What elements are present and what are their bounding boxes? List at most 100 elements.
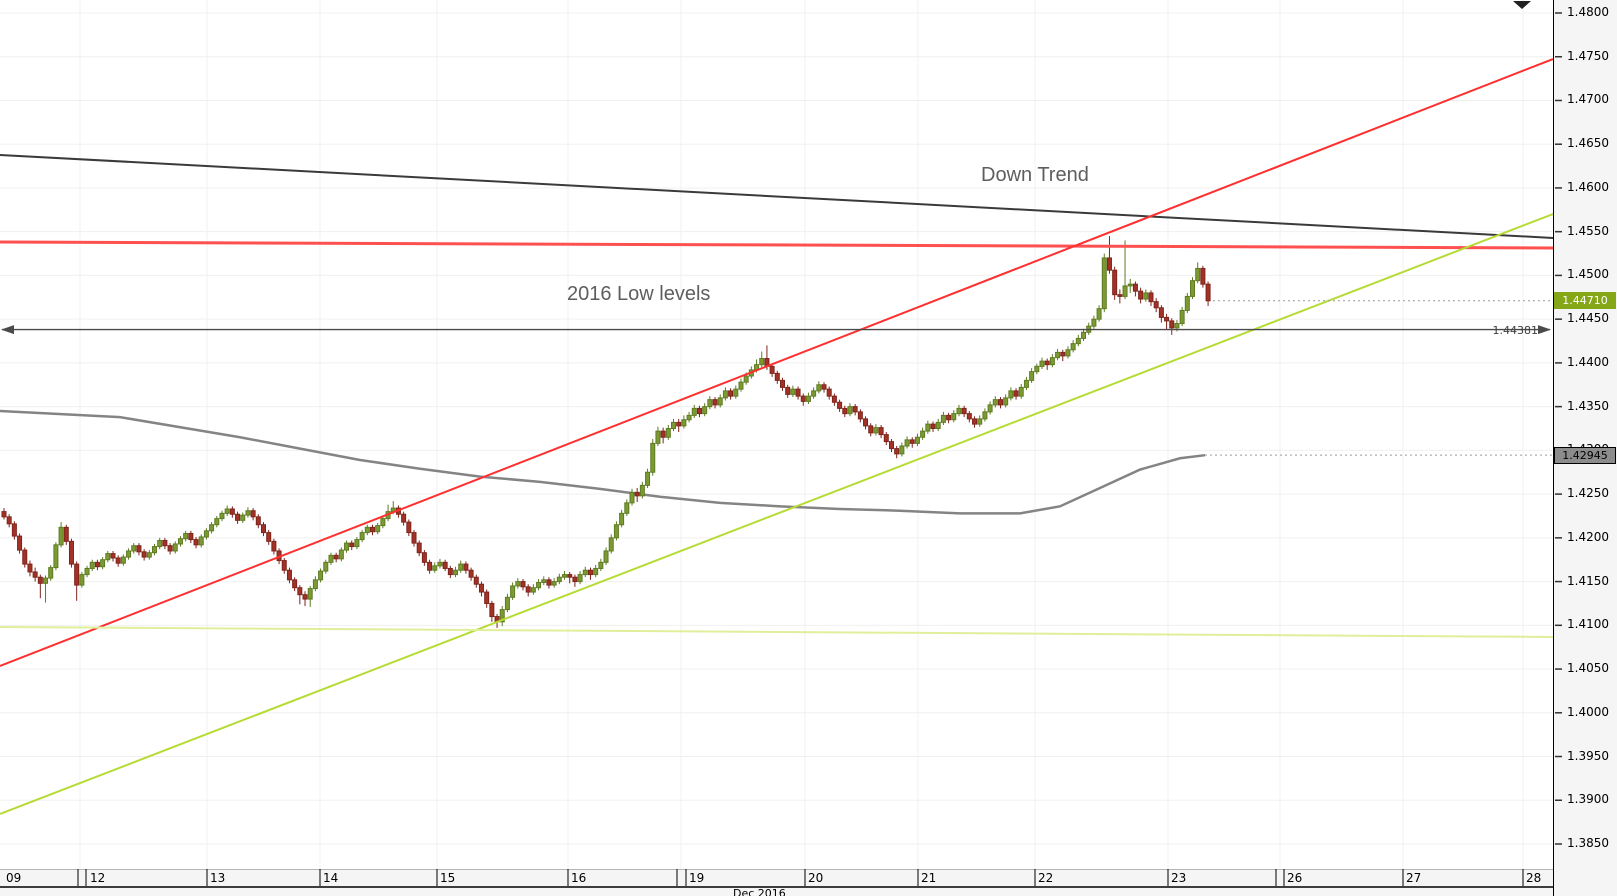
candle-body [676,421,682,427]
candle-body [624,502,630,514]
resistance-red-line[interactable] [0,240,1554,250]
candle-body [790,388,796,395]
candle-body [613,524,619,539]
date-tick-label[interactable]: 09 [6,871,22,885]
date-tick-label[interactable]: 21 [921,871,937,885]
candle-body [852,406,858,413]
candle-body [551,581,557,586]
date-tick-label[interactable]: 22 [1038,871,1054,885]
date-tick-label[interactable]: 16 [571,871,587,885]
candle-body [344,542,350,551]
price-tick-label: 1.4450 [1567,311,1609,326]
candle-body [478,583,484,593]
candle-body [126,550,132,558]
date-tick-label[interactable]: 20 [808,871,824,885]
candle-body [120,556,126,564]
candle-body [520,581,526,588]
date-tick-label[interactable]: 26 [1287,871,1303,885]
arrow-left-icon [1,325,14,335]
date-tick-label[interactable]: 15 [440,871,456,885]
candle-body [468,569,474,578]
date-tick-label[interactable]: 28 [1526,871,1542,885]
low-support-green-line[interactable] [0,625,1554,638]
bid-price-box: 1.44710 [1554,292,1616,310]
candle-body [432,565,438,571]
rising-green-trendline[interactable] [0,213,1554,815]
candle-body [1,511,7,518]
candle-body [1008,390,1014,399]
candle-body [873,427,879,434]
candle-body [800,395,806,402]
candle-body [110,553,116,559]
candle-body [1122,285,1128,297]
candle-body [43,577,49,584]
candle-body [1081,331,1087,339]
candle-body [961,407,967,415]
candle-body [982,411,988,420]
candle-body [894,448,900,455]
candle-body [515,581,521,587]
candle-body [354,539,360,548]
down-trend-line[interactable] [0,153,1554,239]
candle-body [292,579,298,589]
candle-body [406,521,412,534]
candle-body [914,436,920,444]
candle-body [1148,292,1154,303]
candle-body [1101,257,1107,310]
candle-body [572,576,578,583]
candle-body [48,567,54,579]
date-tick-label[interactable]: 12 [90,871,106,885]
candle-body [1205,283,1211,302]
price-tick-label: 1.4750 [1567,48,1609,63]
price-tick-label: 1.4200 [1567,529,1609,544]
candle-body [712,399,718,406]
candle-body [525,586,531,593]
candle-body [1179,309,1185,325]
candle-body [286,569,292,581]
candle-body [1013,390,1019,397]
candle-body [458,563,464,571]
candle-body [660,430,666,438]
level-price-label: 1.44381 [1492,323,1539,337]
candle-body [152,546,158,554]
candle-body [728,390,734,397]
candle-body [1112,269,1118,296]
candle-body [1153,301,1159,309]
candle-body [364,526,370,534]
date-tick-label[interactable]: 14 [323,871,339,885]
candle-body [1091,318,1097,327]
candle-body [842,407,848,415]
candle-body [17,535,23,551]
candle-body [977,418,983,425]
candle-body [250,510,256,518]
candle-body [655,430,661,444]
candle-body [214,518,220,526]
candle-body [261,524,266,534]
candle-body [650,442,656,473]
date-tick-label[interactable]: 19 [689,871,705,885]
candle-body [987,404,993,413]
rising-red-trendline[interactable] [0,58,1554,667]
candle-body [805,395,811,402]
candle-body [484,591,490,604]
price-tick-label: 1.4400 [1567,354,1609,369]
candle-body [271,540,277,552]
candle-body [401,513,407,523]
month-label: Dec 2016 [733,887,786,896]
candle-body [37,576,43,584]
time-axis[interactable] [0,869,1553,896]
candle-body [774,372,780,381]
candle-body [671,421,677,429]
date-tick-label[interactable]: 27 [1406,871,1422,885]
candle-body [1200,267,1206,285]
date-tick-label[interactable]: 23 [1171,871,1187,885]
date-tick-label[interactable]: 13 [210,871,226,885]
candle-body [878,427,884,436]
candle-body [115,557,121,564]
candle-body [359,532,365,541]
candle-body [1055,351,1061,359]
candle-body [338,549,344,560]
candle-body [328,554,334,563]
candle-body [780,379,785,388]
